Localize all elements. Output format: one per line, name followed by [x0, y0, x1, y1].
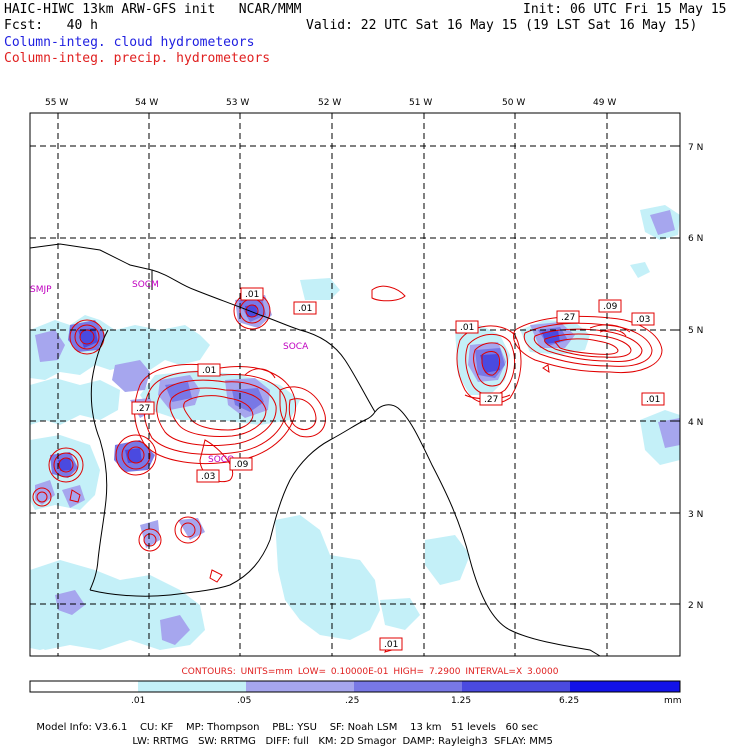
lat-label: 5 N: [688, 326, 703, 336]
footer-item: KM: 2D Smagor: [318, 736, 397, 747]
contour-label: .01: [379, 637, 403, 651]
station-labels: SMJP SOCM SOCA SOCO: [30, 280, 309, 465]
site-label: SOCO: [208, 455, 234, 465]
lon-label: 49 W: [593, 98, 616, 108]
footer-item: SFLAY: MM5: [493, 736, 553, 747]
init-time: Init: 06 UTC Fri 15 May 15: [523, 2, 727, 17]
field-cloud-label: Column-integ. cloud hydrometeors: [4, 35, 255, 50]
colorbar-tick: .01: [131, 696, 145, 706]
footer-item: DIFF: full: [265, 736, 309, 747]
forecast-hour: Fcst: 40 h: [4, 18, 98, 33]
lon-label: 54 W: [135, 98, 158, 108]
precip-contours: [32, 285, 663, 653]
boundaries: [29, 243, 601, 657]
contour-label: .01: [455, 320, 479, 334]
lat-label: 6 N: [688, 234, 703, 244]
lon-label: 51 W: [409, 98, 432, 108]
footer-item: PBL: YSU: [272, 722, 317, 733]
title-left: HAIC-HIWC 13km ARW-GFS init NCAR/MMM: [4, 2, 302, 17]
lon-label: 50 W: [502, 98, 525, 108]
contour-label: .27: [131, 401, 155, 415]
contours-units: UNITS=mm: [240, 667, 293, 677]
valid-time: Valid: 22 UTC Sat 16 May 15 (19 LST Sat …: [306, 18, 698, 33]
footer-item: 60 sec: [505, 722, 539, 733]
footer-item: SF: Noah LSM: [329, 722, 398, 733]
footer-item: 13 km: [410, 722, 442, 733]
colorbar: .01 .05 .25 1.25 6.25 mm: [29, 680, 682, 706]
lat-label: 2 N: [688, 601, 703, 611]
latitude-labels: 7 N 6 N 5 N 4 N 3 N 2 N: [688, 143, 703, 611]
svg-text:.01: .01: [245, 290, 259, 300]
svg-text:.01: .01: [460, 323, 474, 333]
footer-item: Model Info: V3.6.1: [36, 722, 128, 733]
map-frame: [29, 112, 681, 657]
model-info-line1: Model Info: V3.6.1 CU: KF MP: Thompson P…: [30, 711, 538, 733]
svg-text:.03: .03: [636, 315, 650, 325]
contours-interval: INTERVAL=X 3.0000: [465, 667, 559, 677]
footer-item: CU: KF: [140, 722, 174, 733]
lat-label: 7 N: [688, 143, 703, 153]
colorbar-bin: [30, 681, 138, 692]
colorbar-bin: [570, 681, 680, 692]
longitude-labels: 55 W 54 W 53 W 52 W 51 W 50 W 49 W: [45, 98, 616, 108]
contour-info: CONTOURS: UNITS=mm LOW= 0.10000E-01 HIGH…: [0, 667, 740, 677]
svg-text:.03: .03: [201, 472, 215, 482]
site-label: SOCA: [283, 342, 309, 352]
colorbar-unit: mm: [664, 696, 682, 706]
lat-label: 4 N: [688, 418, 703, 428]
colorbar-tick: .05: [237, 696, 251, 706]
colorbar-tick: .25: [345, 696, 359, 706]
contour-label: .03: [631, 312, 655, 326]
lon-label: 52 W: [318, 98, 341, 108]
contour-label: .01: [641, 392, 665, 406]
svg-text:.09: .09: [234, 460, 249, 470]
site-label: SOCM: [132, 280, 159, 290]
contour-label: .09: [229, 457, 253, 471]
contour-label: .27: [479, 392, 503, 406]
footer-item: SW: RRTMG: [198, 736, 256, 747]
footer-item: 51 levels: [451, 722, 496, 733]
footer-item: LW: RRTMG: [132, 736, 189, 747]
colorbar-bin: [462, 681, 570, 692]
cloud-hydrometeor-shading: [30, 205, 680, 650]
contour-label: .01: [240, 287, 264, 301]
colorbar-bin: [354, 681, 462, 692]
graticule: [30, 113, 680, 656]
svg-text:.01: .01: [298, 304, 312, 314]
contours-label: CONTOURS:: [181, 667, 236, 677]
contour-label: .01: [293, 301, 317, 315]
contours-high: HIGH= 7.2900: [393, 667, 461, 677]
colorbar-bin: [138, 681, 246, 692]
svg-text:.09: .09: [603, 302, 618, 312]
colorbar-tick: 6.25: [559, 696, 579, 706]
svg-text:.27: .27: [484, 395, 498, 405]
colorbar-tick: 1.25: [451, 696, 471, 706]
contour-label: .01: [197, 363, 221, 377]
svg-text:.01: .01: [646, 395, 660, 405]
contours-low: LOW= 0.10000E-01: [297, 667, 389, 677]
contour-label: .09: [598, 299, 622, 313]
svg-text:.27: .27: [561, 313, 575, 323]
footer-item: MP: Thompson: [185, 722, 260, 733]
site-label: SMJP: [30, 285, 52, 295]
svg-text:.01: .01: [384, 640, 398, 650]
contour-value-labels: .01 .01 .01 .27 .09 .03 .01 .27 .27 .09 …: [131, 287, 665, 651]
svg-text:.27: .27: [136, 404, 150, 414]
footer-item: DAMP: Rayleigh3: [402, 736, 488, 747]
colorbar-bin: [246, 681, 354, 692]
model-info-line2: LW: RRTMG SW: RRTMG DIFF: full KM: 2D Sm…: [126, 725, 553, 747]
field-precip-label: Column-integ. precip. hydrometeors: [4, 51, 271, 66]
contour-label: .27: [556, 310, 580, 324]
contour-label: .03: [196, 469, 220, 483]
svg-text:.01: .01: [202, 366, 216, 376]
lat-label: 3 N: [688, 510, 703, 520]
lon-label: 55 W: [45, 98, 68, 108]
lon-label: 53 W: [226, 98, 249, 108]
